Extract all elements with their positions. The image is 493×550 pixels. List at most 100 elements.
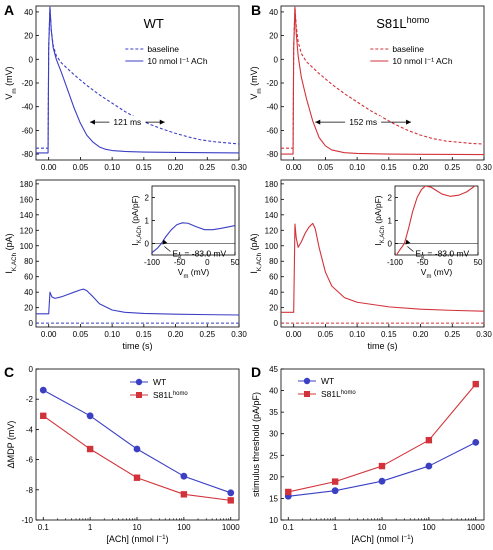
apd-annotation: 121 ms <box>113 117 141 127</box>
ik-y-tick-label: 20 <box>269 304 278 313</box>
dose-x-tick-label: 100 <box>177 523 191 532</box>
vm-x-tick-label: 0.30 <box>231 163 247 172</box>
ik-y-tick-label: 140 <box>265 211 279 220</box>
iv-x-tick-label: -50 <box>174 258 186 267</box>
vm-y-tick-label: 20 <box>24 32 33 41</box>
vm-y-axis-label: Vm (mV) <box>249 66 263 99</box>
iv-y-tick-label: 2 <box>388 194 393 203</box>
legend-label: S81Lhomo <box>321 389 356 399</box>
ik-x-tick-label: 0.05 <box>73 330 89 339</box>
wt-point <box>227 489 235 497</box>
ach-current-trace <box>281 222 484 313</box>
genotype-label: WT <box>144 16 164 31</box>
legend-wt-marker <box>303 377 311 385</box>
ik-y-tick-label: 120 <box>265 226 279 235</box>
iv-x-tick-label: -50 <box>417 258 429 267</box>
iv-x-tick-label: 0 <box>205 258 210 267</box>
dose-y-tick-label: -10 <box>21 516 33 525</box>
ik-y-tick-label: 180 <box>265 180 279 189</box>
panel-letter-d: D <box>251 364 261 380</box>
ik-y-tick-label: 0 <box>29 319 34 328</box>
vm-x-tick-label: 0.30 <box>476 163 492 172</box>
dose-y-tick-label: -4 <box>26 425 34 434</box>
time-x-axis-label: time (s) <box>123 341 153 351</box>
axes-frame <box>151 185 236 256</box>
legend-label: WT <box>153 377 166 387</box>
dose-x-tick-label: 10 <box>378 523 387 532</box>
vm-y-tick-label: -40 <box>21 103 33 112</box>
vm-y-tick-label: -80 <box>21 150 33 159</box>
axes-frame <box>280 179 485 328</box>
iv-y-tick-label: 0 <box>145 240 150 249</box>
series-line <box>288 383 477 493</box>
time-x-axis-label: time (s) <box>368 341 398 351</box>
dose-y-tick-label: 35 <box>269 408 278 417</box>
dose-y-axis-label: ΔMDP (mV) <box>6 421 16 469</box>
ik-x-tick-label: 0.25 <box>199 330 215 339</box>
panel-letter-c: C <box>4 364 14 380</box>
dose-x-tick-label: 1 <box>88 523 93 532</box>
vm-x-tick-label: 0.20 <box>413 163 429 172</box>
panel-b-vm-plot: 0.00 0.05 0.10 0.15 0.20 0.25 0.30 -80 -60 -40 -20… <box>249 5 492 172</box>
arrow-head <box>162 239 168 245</box>
wt-point <box>133 445 141 453</box>
dose-y-axis-label: stimulus threshold (pA/pF) <box>251 392 261 497</box>
vm-x-tick-label: 0.05 <box>73 163 89 172</box>
wt-point <box>472 438 480 446</box>
ik-y-tick-label: 120 <box>20 226 34 235</box>
panel-letter-a: A <box>4 2 14 18</box>
legend-ach-label: 10 nmol l⁻¹ ACh <box>147 56 208 66</box>
wt-point <box>425 462 433 470</box>
ik-x-tick-label: 0.10 <box>349 330 365 339</box>
ik-x-tick-label: 0.05 <box>318 330 334 339</box>
ik-y-tick-label: 140 <box>20 211 34 220</box>
apd-label-bg <box>345 116 382 128</box>
dose-x-tick-label: 1 <box>333 523 338 532</box>
dose-y-tick-label: 30 <box>269 430 278 439</box>
ik-x-tick-label: 0.00 <box>41 330 57 339</box>
arrow-head <box>315 119 321 125</box>
arrow-head <box>159 119 165 125</box>
dose-x-tick-label: 100 <box>422 523 436 532</box>
panel-a-current-plot: 0.00 0.05 0.10 0.15 0.20 0.25 0.30020406080100… <box>4 179 247 351</box>
ach-trace <box>281 6 484 156</box>
ik-y-tick-label: 40 <box>24 288 33 297</box>
legend-mut-marker <box>136 392 142 398</box>
dose-x-tick-label: 10 <box>133 523 142 532</box>
dose-x-tick-label: 0.1 <box>38 523 50 532</box>
ek-annotation: EK = -83.0 mV <box>172 249 226 262</box>
ik-x-tick-label: 0.15 <box>136 330 152 339</box>
ek-arrow-line <box>164 246 171 252</box>
iv-x-tick-label: -100 <box>144 258 161 267</box>
wt-point <box>180 472 188 480</box>
vm-y-tick-label: -20 <box>266 79 278 88</box>
apd-annotation: 152 ms <box>349 117 377 127</box>
ek-arrow-line <box>407 246 414 252</box>
mut-point <box>331 478 339 485</box>
vm-x-tick-label: 0.05 <box>318 163 334 172</box>
iv-curve <box>395 186 476 255</box>
ik-x-tick-label: 0.15 <box>381 330 397 339</box>
vm-y-tick-label: 0 <box>274 55 279 64</box>
dose-y-tick-label: 0 <box>29 365 34 374</box>
ik-x-tick-label: 0.10 <box>104 330 120 339</box>
mut-point <box>285 488 292 496</box>
ach-current-trace <box>36 288 239 316</box>
mut-point <box>180 491 188 498</box>
vm-y-tick-label: -60 <box>266 126 278 135</box>
apd-label-bg <box>109 116 146 128</box>
dose-x-tick-label: 1000 <box>467 523 485 532</box>
ik-y-tick-label: 20 <box>24 304 33 313</box>
iv-x-tick-label: 0 <box>448 258 453 267</box>
ik-y-tick-label: 160 <box>20 195 34 204</box>
dose-y-tick-label: -8 <box>26 486 34 495</box>
ik-x-tick-label: 0.25 <box>444 330 460 339</box>
wt-point <box>331 487 339 495</box>
dose-y-tick-label: -6 <box>26 456 34 465</box>
vm-x-tick-label: 0.00 <box>286 163 302 172</box>
vm-x-tick-label: 0.25 <box>199 163 215 172</box>
ik-y-axis-label: IK,ACh (pA) <box>4 233 18 273</box>
vm-y-tick-label: -40 <box>266 103 278 112</box>
vm-y-tick-label: -60 <box>21 126 33 135</box>
